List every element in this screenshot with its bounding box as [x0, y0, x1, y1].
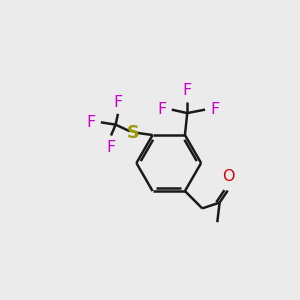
Text: F: F: [210, 102, 219, 117]
Text: F: F: [158, 102, 167, 117]
Text: S: S: [127, 124, 139, 142]
Text: F: F: [86, 115, 96, 130]
Text: F: F: [106, 140, 116, 155]
Text: F: F: [183, 83, 192, 98]
Text: O: O: [223, 169, 235, 184]
Text: F: F: [113, 94, 123, 110]
